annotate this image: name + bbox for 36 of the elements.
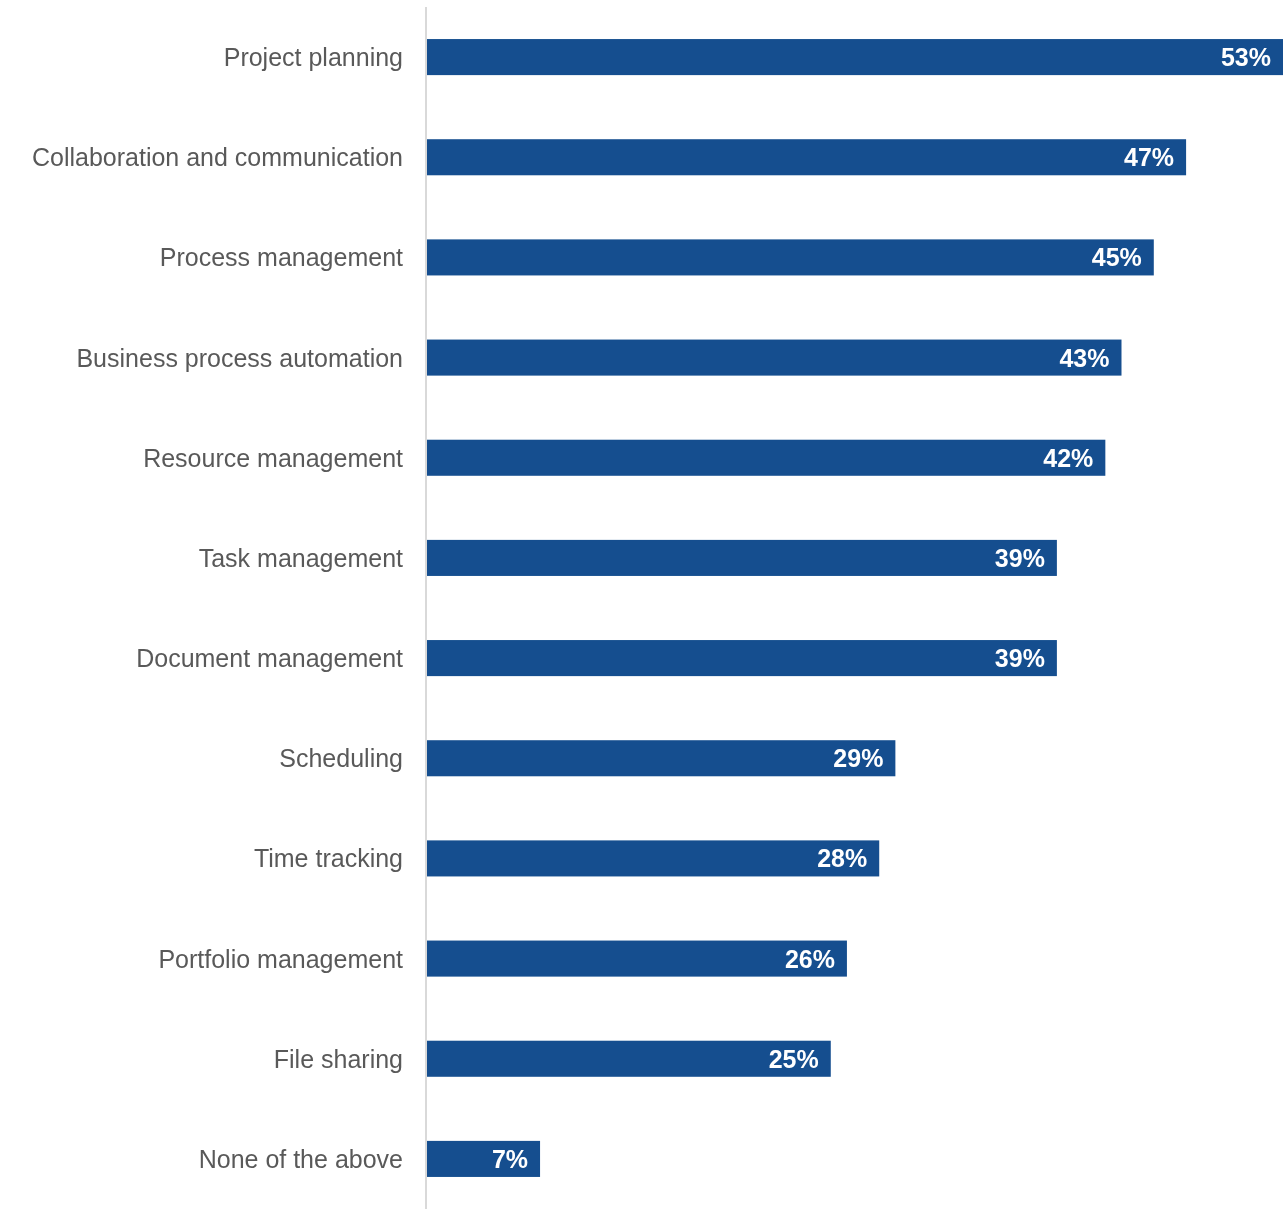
bar <box>427 740 896 777</box>
y-tick-label: Collaboration and communication <box>31 143 403 172</box>
y-tick-label: Document management <box>136 644 404 673</box>
y-tick-label: Scheduling <box>279 744 403 773</box>
y-tick-label: Project planning <box>223 43 403 72</box>
data-label: 43% <box>1059 343 1110 372</box>
bar <box>427 539 1057 576</box>
y-tick-label: Time tracking <box>253 844 403 873</box>
bar <box>427 239 1154 276</box>
data-label: 39% <box>994 543 1045 572</box>
data-label: 53% <box>1220 43 1271 72</box>
bar <box>427 339 1122 376</box>
y-tick-label: None of the above <box>198 1144 403 1173</box>
y-tick-label: File sharing <box>273 1044 403 1073</box>
data-label: 29% <box>833 744 884 773</box>
bar <box>427 840 880 877</box>
bar <box>427 640 1057 677</box>
data-label: 25% <box>768 1044 819 1073</box>
y-tick-label: Business process automation <box>76 343 403 372</box>
bar <box>427 1040 831 1077</box>
y-tick-label: Process management <box>159 243 404 272</box>
data-label: 45% <box>1091 243 1142 272</box>
data-label: 39% <box>994 644 1045 673</box>
bar <box>427 940 847 977</box>
y-tick-label: Task management <box>198 543 404 572</box>
bar <box>427 1140 541 1177</box>
data-label: 26% <box>784 944 835 973</box>
data-label: 47% <box>1124 143 1175 172</box>
data-label: 7% <box>491 1144 529 1173</box>
bar <box>427 39 1283 76</box>
data-label: 28% <box>817 844 868 873</box>
data-label: 42% <box>1043 443 1094 472</box>
bar <box>427 439 1106 476</box>
y-tick-label: Resource management <box>143 443 404 472</box>
bar <box>427 139 1187 176</box>
y-tick-label: Portfolio management <box>158 944 404 973</box>
